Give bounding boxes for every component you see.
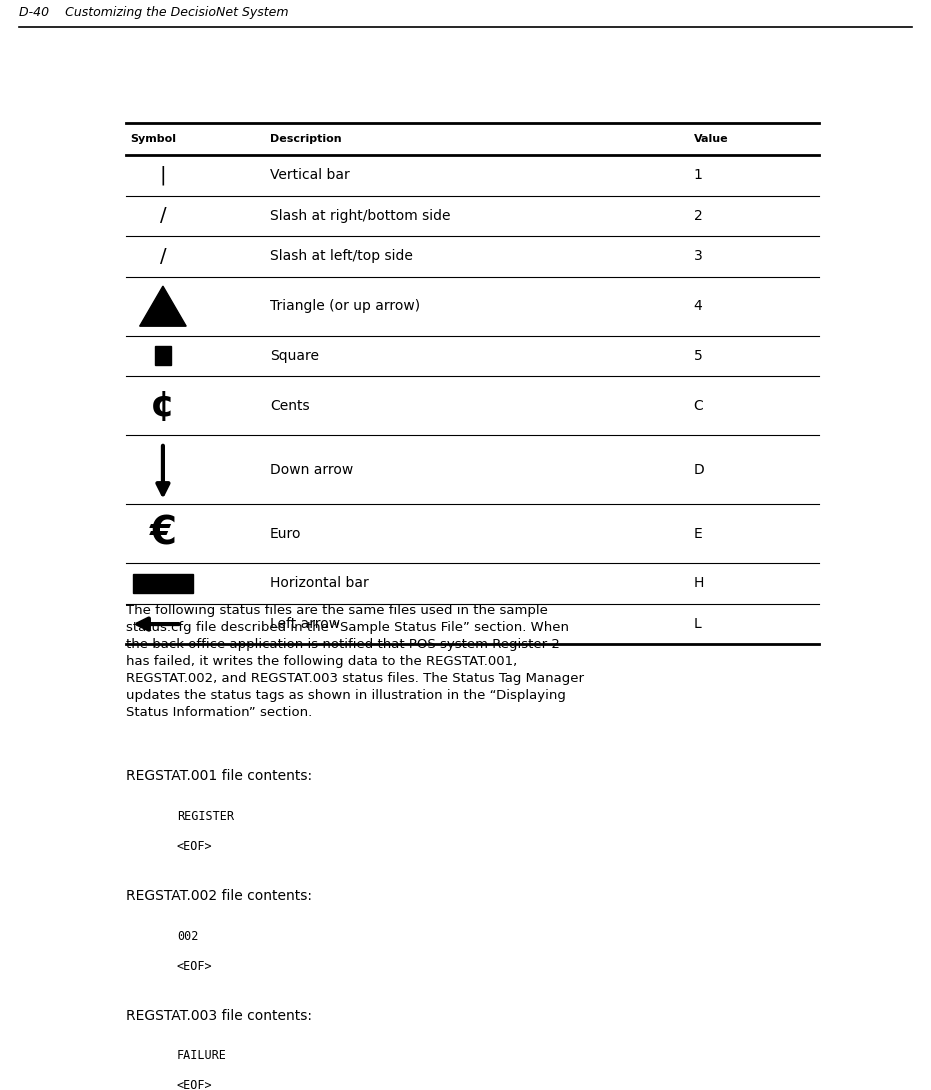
Text: |: | (159, 166, 167, 185)
Text: Description: Description (270, 134, 342, 144)
Text: 1: 1 (694, 168, 703, 182)
Text: The following status files are the same files used in the sample
status.cfg file: The following status files are the same … (126, 604, 584, 718)
Text: E: E (694, 526, 702, 541)
Text: H: H (694, 577, 704, 591)
Text: 2: 2 (694, 209, 702, 222)
Text: FAILURE: FAILURE (177, 1050, 227, 1063)
Text: REGISTER: REGISTER (177, 810, 234, 823)
Text: C: C (694, 399, 703, 412)
Text: Euro: Euro (270, 526, 302, 541)
Text: Horizontal bar: Horizontal bar (270, 577, 369, 591)
Text: D-40    Customizing the DecisioNet System: D-40 Customizing the DecisioNet System (19, 7, 288, 20)
Text: Vertical bar: Vertical bar (270, 168, 350, 182)
Text: Symbol: Symbol (130, 134, 176, 144)
Bar (155, 347, 171, 365)
Bar (133, 573, 194, 593)
Text: D: D (694, 462, 705, 476)
Text: <EOF>: <EOF> (177, 1079, 212, 1090)
Text: L: L (694, 617, 701, 631)
Text: Left arrow: Left arrow (270, 617, 340, 631)
Text: Slash at right/bottom side: Slash at right/bottom side (270, 209, 451, 222)
Text: Down arrow: Down arrow (270, 462, 353, 476)
Text: 3: 3 (694, 250, 702, 264)
Text: /: / (159, 206, 167, 226)
Text: 4: 4 (694, 299, 702, 313)
Text: 5: 5 (694, 349, 702, 363)
Text: Slash at left/top side: Slash at left/top side (270, 250, 412, 264)
Text: Value: Value (694, 134, 728, 144)
Text: 002: 002 (177, 930, 198, 943)
Text: Square: Square (270, 349, 319, 363)
Text: Cents: Cents (270, 399, 310, 412)
Text: <EOF>: <EOF> (177, 840, 212, 853)
Text: Triangle (or up arrow): Triangle (or up arrow) (270, 299, 420, 313)
Text: <EOF>: <EOF> (177, 959, 212, 972)
Text: REGSTAT.001 file contents:: REGSTAT.001 file contents: (126, 770, 312, 784)
Polygon shape (140, 286, 186, 326)
Text: €: € (149, 514, 177, 553)
Text: REGSTAT.003 file contents:: REGSTAT.003 file contents: (126, 1008, 312, 1022)
Text: ¢: ¢ (150, 388, 176, 423)
Text: /: / (159, 247, 167, 266)
Text: REGSTAT.002 file contents:: REGSTAT.002 file contents: (126, 889, 312, 904)
